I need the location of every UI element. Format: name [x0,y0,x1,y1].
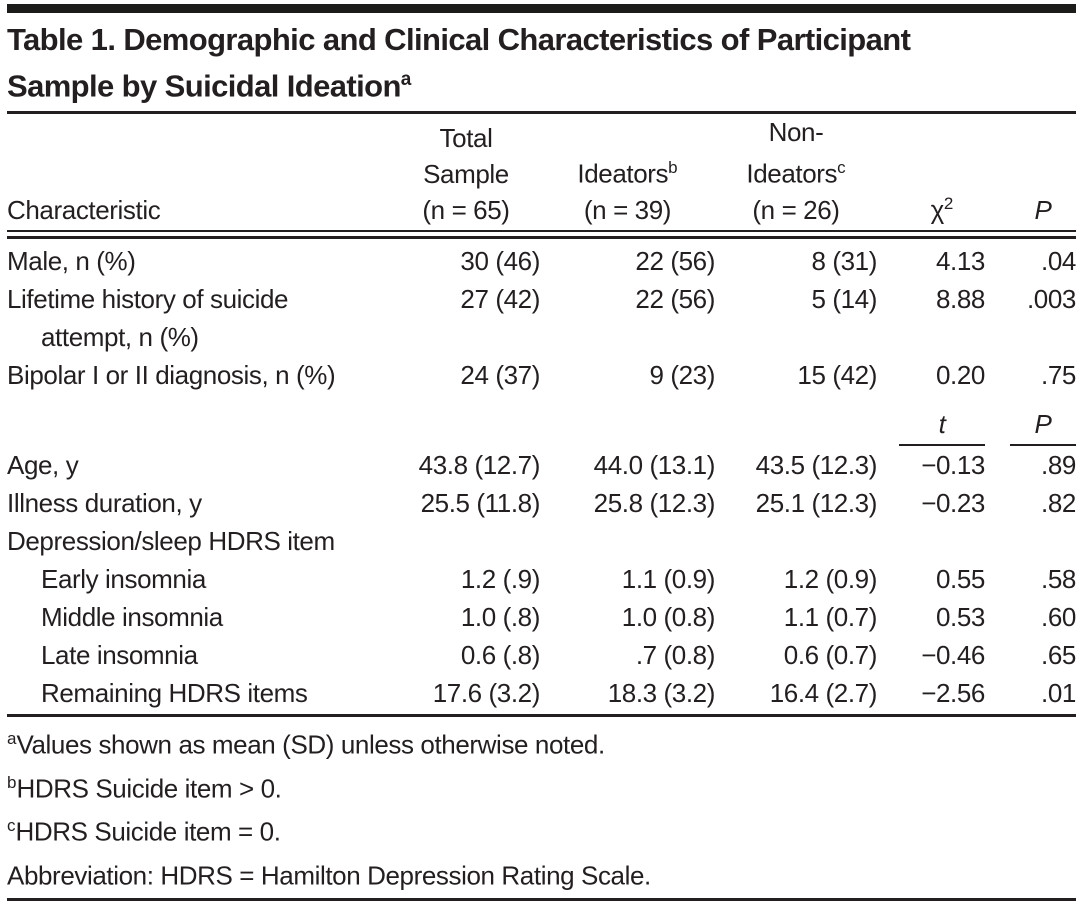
header-separator-rule [7,229,1076,239]
table-row-middle-insomnia: Middle insomnia 1.0 (.8) 1.0 (0.8) 1.1 (… [41,601,1076,632]
header-total-sample: Total Sample (n = 65) [422,122,510,225]
top-heavy-rule [7,4,1076,13]
table-row-hdrs-group-label: Depression/sleep HDRS item [7,525,335,556]
footnote-a: aValues shown as mean (SD) unless otherw… [7,728,605,760]
table-row-male: Male, n (%) 30 (46) 22 (56) 8 (31) 4.13 … [7,245,1076,276]
subheader-p: P [985,407,1076,446]
header-ideators: Ideatorsb (n = 39) [577,158,678,225]
table-row-lifetime-history-cont: attempt, n (%) [41,321,199,352]
table-row-bipolar: Bipolar I or II diagnosis, n (%) 24 (37)… [7,359,1076,390]
table-row-remaining-hdrs: Remaining HDRS items 17.6 (3.2) 18.3 (3.… [41,677,1076,708]
footnote-b: bHDRS Suicide item > 0. [7,772,282,804]
bottom-rule [7,897,1076,901]
table-body: Male, n (%) 30 (46) 22 (56) 8 (31) 4.13 … [7,242,1076,712]
header-non-ideators: Non- Ideatorsc (n = 26) [746,117,846,225]
table-title-footnote-marker: a [400,69,412,90]
table-figure: Table 1. Demographic and Clinical Charac… [0,4,1083,901]
header-chi-square: χ2 [930,194,954,225]
subheader-t: t [877,407,985,446]
table-title: Table 1. Demographic and Clinical Charac… [7,20,1076,106]
table-title-line1: Table 1. Demographic and Clinical Charac… [7,22,911,57]
non-ideators-footnote-marker: c [837,158,846,178]
table-title-line2: Sample by Suicidal Ideation [7,68,401,104]
header-characteristic: Characteristic [7,194,161,225]
table-row-lifetime-history: Lifetime history of suicide 27 (42) 22 (… [7,283,1076,314]
body-footnote-separator-rule [7,713,1076,717]
table-row-early-insomnia: Early insomnia 1.2 (.9) 1.1 (0.9) 1.2 (0… [41,563,1076,594]
footnote-abbreviation: Abbreviation: HDRS = Hamilton Depression… [7,860,651,891]
table-row-late-insomnia: Late insomnia 0.6 (.8) .7 (0.8) 0.6 (0.7… [41,639,1076,670]
table-row-age: Age, y 43.8 (12.7) 44.0 (13.1) 43.5 (12.… [7,449,1076,480]
header-p-value: P [1034,194,1052,225]
title-separator-rule [7,111,1076,115]
table-row-illness-duration: Illness duration, y 25.5 (11.8) 25.8 (12… [7,487,1076,518]
footnote-c: cHDRS Suicide item = 0. [7,816,281,847]
footnotes: aValues shown as mean (SD) unless otherw… [7,720,1076,895]
ideators-footnote-marker: b [668,158,678,178]
table-subheader-t-p: t P [7,394,1076,446]
table-header-row: Characteristic Total Sample (n = 65) Ide… [7,114,1076,228]
